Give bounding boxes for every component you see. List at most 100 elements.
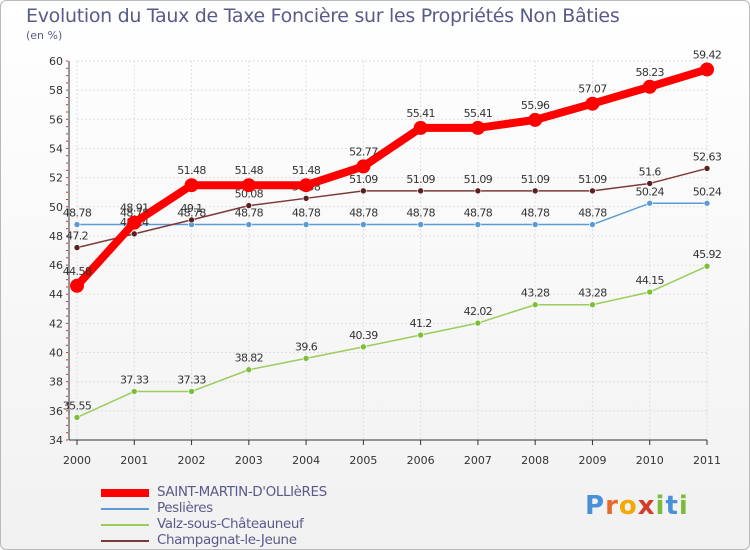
logo-letter: i bbox=[678, 491, 689, 521]
data-label-saint-martin-d-olli-res: 59.42 bbox=[693, 48, 722, 61]
data-label-saint-martin-d-olli-res: 51.48 bbox=[235, 164, 264, 177]
data-point-champagnat-le-jeune bbox=[531, 187, 539, 195]
data-point-champagnat-le-jeune bbox=[188, 216, 195, 224]
legend-swatch bbox=[101, 489, 149, 497]
data-point-champagnat-le-jeune bbox=[703, 165, 711, 172]
line-chart: 34 36 38 40 42 44 46 48 50 52 54 56 58 60 2000 2001 2002… bbox=[49, 48, 722, 467]
data-point-valz-sous-ch-teauneuf bbox=[130, 388, 138, 395]
y-tick-label: 46 bbox=[49, 259, 63, 272]
y-tick-label: 50 bbox=[49, 201, 63, 214]
data-label-pesli-res: 50.24 bbox=[635, 185, 664, 198]
data-label-pesli-res: 48.78 bbox=[406, 207, 435, 220]
data-label-saint-martin-d-olli-res: 55.41 bbox=[406, 107, 435, 120]
x-tick-label: 2003 bbox=[235, 454, 263, 467]
y-tick-label: 54 bbox=[49, 142, 63, 155]
legend-label: Peslières bbox=[157, 500, 213, 516]
data-point-valz-sous-ch-teauneuf bbox=[474, 319, 482, 327]
data-point-pesli-res bbox=[73, 221, 81, 228]
data-point-champagnat-le-jeune bbox=[73, 244, 81, 251]
data-label-pesli-res: 48.78 bbox=[292, 207, 321, 220]
y-tick-label: 44 bbox=[49, 288, 63, 301]
chart-title: Evolution du Taux de Taxe Foncière sur l… bbox=[26, 5, 620, 27]
data-point-saint-martin-d-olli-res bbox=[70, 278, 84, 293]
data-label-pesli-res: 48.78 bbox=[464, 207, 493, 220]
data-point-champagnat-le-jeune bbox=[245, 202, 253, 209]
data-point-valz-sous-ch-teauneuf bbox=[245, 366, 253, 374]
data-label-champagnat-le-jeune: 51.09 bbox=[521, 173, 550, 186]
data-point-valz-sous-ch-teauneuf bbox=[531, 301, 539, 309]
data-label-pesli-res: 48.78 bbox=[578, 207, 607, 220]
series-line-valz-sous-ch-teauneuf bbox=[76, 265, 708, 419]
data-point-pesli-res bbox=[360, 221, 367, 228]
legend-swatch bbox=[101, 508, 149, 510]
data-point-pesli-res bbox=[245, 221, 253, 228]
data-point-saint-martin-d-olli-res bbox=[528, 112, 543, 127]
logo-letter: P bbox=[585, 491, 606, 521]
data-label-valz-sous-ch-teauneuf: 35.55 bbox=[63, 399, 92, 412]
data-point-saint-martin-d-olli-res bbox=[356, 159, 371, 174]
logo-letter: o bbox=[618, 491, 638, 521]
y-tick-label: 34 bbox=[49, 434, 63, 447]
data-label-saint-martin-d-olli-res: 51.48 bbox=[177, 164, 206, 177]
data-label-champagnat-le-jeune: 51.09 bbox=[349, 173, 378, 186]
y-tick-label: 60 bbox=[49, 55, 63, 68]
x-tick-label: 2002 bbox=[178, 454, 206, 467]
series-line-pesli-res bbox=[76, 202, 708, 226]
data-label-valz-sous-ch-teauneuf: 39.6 bbox=[295, 340, 318, 353]
x-tick-label: 2001 bbox=[120, 454, 148, 467]
x-tick-label: 2006 bbox=[407, 454, 435, 467]
data-label-valz-sous-ch-teauneuf: 43.28 bbox=[521, 287, 550, 300]
data-label-saint-martin-d-olli-res: 58.23 bbox=[635, 66, 664, 79]
data-point-valz-sous-ch-teauneuf bbox=[188, 388, 195, 395]
data-label-valz-sous-ch-teauneuf: 37.33 bbox=[120, 373, 149, 386]
data-point-champagnat-le-jeune bbox=[360, 187, 367, 195]
data-point-saint-martin-d-olli-res bbox=[241, 178, 256, 193]
data-label-valz-sous-ch-teauneuf: 37.33 bbox=[177, 373, 206, 386]
data-point-saint-martin-d-olli-res bbox=[585, 96, 600, 111]
data-point-champagnat-le-jeune bbox=[417, 187, 424, 195]
y-tick-label: 58 bbox=[49, 84, 63, 97]
x-tick-label: 2007 bbox=[464, 454, 492, 467]
data-label-champagnat-le-jeune: 50.08 bbox=[235, 188, 264, 201]
y-tick-label: 42 bbox=[49, 317, 63, 330]
data-point-valz-sous-ch-teauneuf bbox=[360, 343, 367, 351]
data-point-pesli-res bbox=[531, 221, 539, 228]
data-point-champagnat-le-jeune bbox=[646, 180, 654, 187]
legend-label: SAINT-MARTIN-D'OLLIèRES bbox=[157, 484, 327, 500]
series-line-saint-martin-d-olli-res bbox=[73, 65, 711, 290]
legend-label: Valz-sous-Châteauneuf bbox=[157, 516, 304, 532]
data-label-saint-martin-d-olli-res: 55.96 bbox=[521, 99, 550, 112]
data-label-saint-martin-d-olli-res: 55.41 bbox=[464, 107, 493, 120]
y-tick-label: 40 bbox=[49, 347, 63, 360]
data-label-valz-sous-ch-teauneuf: 41.2 bbox=[410, 317, 432, 330]
data-point-valz-sous-ch-teauneuf bbox=[589, 301, 596, 309]
x-tick-label: 2005 bbox=[349, 454, 377, 467]
data-label-champagnat-le-jeune: 51.09 bbox=[464, 173, 493, 186]
data-point-champagnat-le-jeune bbox=[302, 195, 310, 202]
data-label-champagnat-le-jeune: 51.6 bbox=[639, 165, 662, 178]
data-label-champagnat-le-jeune: 51.09 bbox=[406, 173, 435, 186]
data-point-valz-sous-ch-teauneuf bbox=[703, 262, 711, 270]
data-label-champagnat-le-jeune: 47.2 bbox=[66, 230, 88, 243]
data-point-champagnat-le-jeune bbox=[589, 187, 596, 195]
data-label-saint-martin-d-olli-res: 52.77 bbox=[349, 145, 378, 158]
x-tick-label: 2009 bbox=[578, 454, 606, 467]
data-point-pesli-res bbox=[646, 199, 654, 207]
data-label-saint-martin-d-olli-res: 44.58 bbox=[63, 265, 92, 278]
logo-letter: t bbox=[665, 491, 679, 521]
y-tick-label: 52 bbox=[49, 172, 63, 185]
data-label-pesli-res: 48.78 bbox=[521, 207, 550, 220]
logo-letter: r bbox=[605, 491, 619, 521]
logo-letter: x bbox=[637, 491, 656, 521]
data-point-saint-martin-d-olli-res bbox=[470, 120, 485, 135]
data-label-valz-sous-ch-teauneuf: 45.92 bbox=[693, 248, 722, 261]
data-point-pesli-res bbox=[474, 221, 482, 228]
legend-swatch bbox=[101, 540, 149, 542]
data-label-pesli-res: 48.78 bbox=[177, 207, 206, 220]
x-tick-label: 2010 bbox=[636, 454, 664, 467]
data-label-valz-sous-ch-teauneuf: 38.82 bbox=[235, 352, 264, 365]
data-label-champagnat-le-jeune: 51.09 bbox=[578, 173, 607, 186]
data-label-saint-martin-d-olli-res: 48.91 bbox=[120, 202, 149, 215]
x-tick-label: 2011 bbox=[693, 454, 721, 467]
